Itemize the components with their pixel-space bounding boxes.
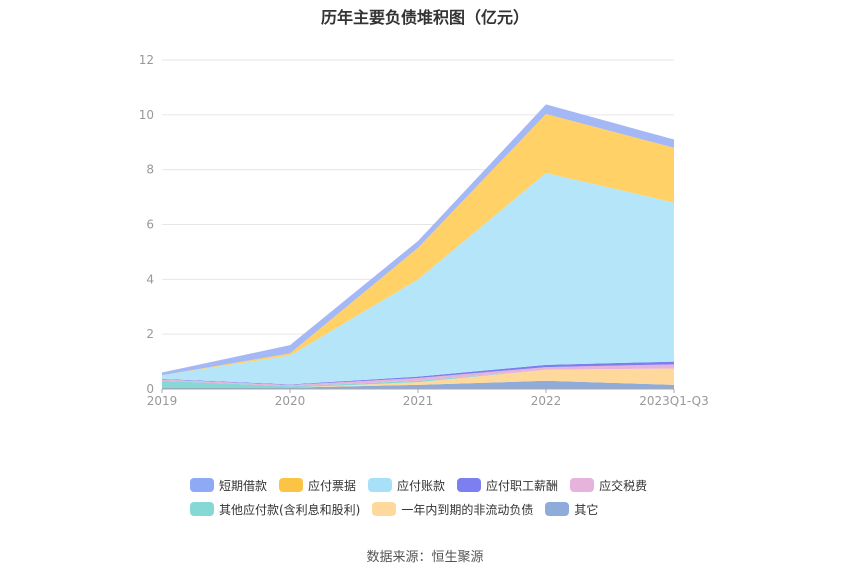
legend-label: 应交税费	[599, 478, 648, 493]
legend-label: 一年内到期的非流动负债	[401, 502, 534, 517]
chart-title: 历年主要负债堆积图（亿元）	[320, 8, 529, 27]
legend-item[interactable]: 应付职工薪酬	[457, 477, 558, 494]
area-series-2	[162, 368, 674, 388]
y-tick-label: 10	[139, 108, 154, 122]
x-tick-label: 2022	[531, 394, 562, 408]
y-tick-label: 8	[146, 163, 154, 177]
legend-swatch	[190, 478, 214, 492]
area-series-3	[162, 364, 674, 387]
legend-item[interactable]: 应付票据	[279, 477, 356, 494]
legend-row-1: 短期借款 应付票据 应付账款 应付职工薪酬 应交税费	[190, 473, 690, 497]
legend-swatch	[570, 478, 595, 492]
legend-row-2: 其他应付款(含利息和股利) 一年内到期的非流动负债 其它	[190, 497, 690, 521]
legend-item[interactable]: 应交税费	[570, 477, 647, 494]
y-tick-label: 12	[139, 53, 154, 67]
legend-label: 短期借款	[219, 478, 268, 493]
x-tick-label: 2021	[403, 394, 434, 408]
y-tick-label: 0	[146, 382, 154, 396]
x-tick-label: 2023Q1-Q3	[639, 394, 708, 408]
area-series-1	[162, 368, 674, 388]
area-series-4	[162, 361, 674, 385]
legend-label: 应付票据	[308, 478, 357, 493]
area-series	[162, 104, 674, 389]
y-tick-label: 4	[146, 272, 154, 286]
legend-swatch	[372, 502, 397, 516]
y-tick-label: 2	[146, 327, 154, 341]
legend-item[interactable]: 其他应付款(含利息和股利)	[190, 501, 360, 518]
x-tick-label: 2019	[147, 394, 178, 408]
area-series-7	[162, 104, 674, 376]
area-series-6	[162, 114, 674, 376]
legend-swatch	[457, 478, 482, 492]
legend-item[interactable]: 其它	[545, 501, 598, 518]
legend-label: 应付职工薪酬	[486, 478, 559, 493]
legend-label: 其它	[574, 502, 599, 517]
legend-swatch	[545, 502, 570, 516]
y-tick-label: 6	[146, 218, 154, 232]
legend-item[interactable]: 一年内到期的非流动负债	[372, 501, 533, 518]
legend-swatch	[279, 478, 304, 492]
x-axis: 2019 2020 2021 2022 2023Q1-Q3	[147, 388, 709, 408]
legend-swatch	[190, 502, 214, 516]
x-tick-label: 2020	[275, 394, 306, 408]
legend: 短期借款 应付票据 应付账款 应付职工薪酬 应交税费 其他应付款(含利息和股利) 一年内到…	[190, 473, 690, 521]
legend-item[interactable]: 短期借款	[190, 477, 267, 494]
y-axis: 0 2 4 6 8 10 12	[139, 53, 154, 396]
legend-label: 应付账款	[397, 478, 446, 493]
area-series-5	[162, 172, 674, 385]
data-source: 数据来源：恒生聚源	[366, 550, 484, 565]
legend-swatch	[368, 478, 393, 492]
legend-label: 其他应付款(含利息和股利)	[219, 502, 361, 517]
legend-item[interactable]: 应付账款	[368, 477, 445, 494]
